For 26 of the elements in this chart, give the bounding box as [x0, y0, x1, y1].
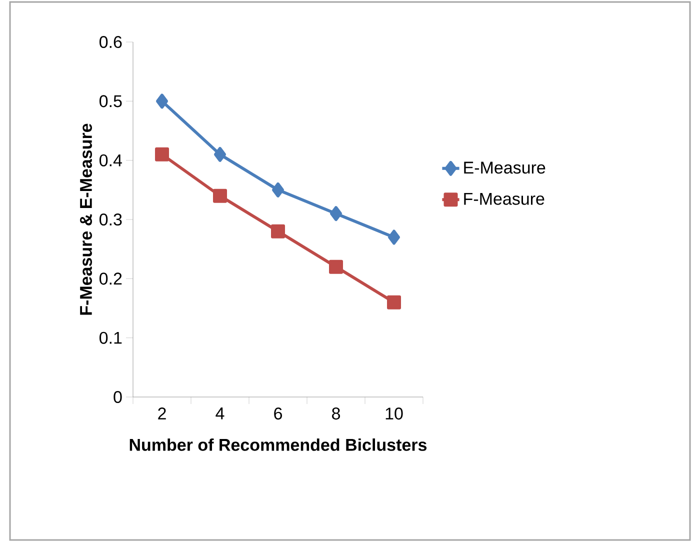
- y-tick-label: 0.5: [100, 95, 122, 108]
- point: [329, 260, 343, 274]
- x-tick-label: 8: [332, 408, 340, 420]
- point: [330, 206, 342, 222]
- legend-label: F-Measure: [464, 192, 544, 205]
- y-tick-label: 0.3: [100, 213, 122, 226]
- x-tick-label: 2: [158, 408, 166, 420]
- point: [214, 146, 226, 162]
- y-axis-title: F-Measure & E-Measure: [80, 124, 92, 315]
- y-tick-label: 0.6: [100, 36, 122, 48]
- x-tick-label: 10: [386, 408, 403, 420]
- x-tick-label: 6: [274, 408, 282, 420]
- point: [271, 224, 286, 238]
- x-tick-label: 4: [216, 408, 224, 420]
- legend-label: E-Measure: [464, 162, 546, 174]
- y-tick-label: 0.4: [100, 154, 122, 166]
- point: [155, 147, 170, 162]
- point: [388, 230, 400, 245]
- point: [387, 295, 401, 310]
- x-axis-title: Number of Recommended Biclusters: [130, 438, 427, 451]
- y-tick-label: 0: [114, 390, 122, 404]
- y-tick-label: 0.1: [100, 332, 122, 344]
- point: [213, 188, 228, 203]
- y-tick-label: 0.2: [100, 272, 122, 285]
- point: [272, 182, 284, 198]
- point: [156, 94, 168, 109]
